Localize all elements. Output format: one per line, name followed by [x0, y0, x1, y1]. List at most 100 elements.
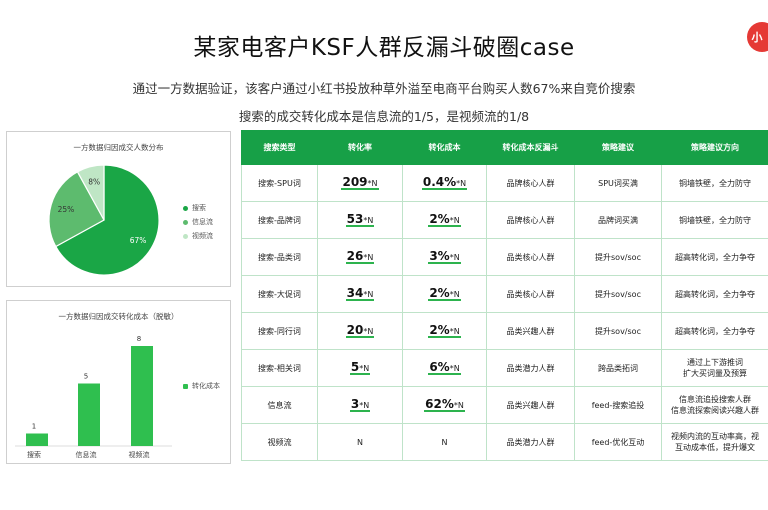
strategy-table: 搜索类型 转化率 转化成本 转化成本反漏斗 策略建议 策略建议方向 搜索-SPU… [241, 130, 768, 461]
cell-conversion-rate: 209*N [317, 164, 403, 202]
cell-text-line: 扩大买词量及预算 [683, 369, 747, 378]
cell-conversion-cost: N [402, 423, 487, 461]
cell-search-type: 搜索-同行词 [241, 312, 318, 350]
subtitle-line-2: 搜索的成交转化成本是信息流的1/5，是视频流的1/8 [238, 109, 530, 124]
cell-conversion-cost-unit: *N [449, 290, 460, 299]
cell-conversion-rate: 26*N [317, 238, 403, 276]
table-row: 搜索-SPU词 209*N 0.4%*N 品牌核心人群 SPU词买满 铜墙铁壁，全力防守 [241, 164, 768, 202]
cell-conversion-cost-value: 6% [429, 360, 450, 374]
cell-strategy-direction: 视频内流的互动率高，视 互动成本低，提升爆文 [661, 423, 768, 461]
cell-strategy-direction: 铜墙铁壁，全力防守 [661, 164, 768, 202]
cell-conversion-cost-value: 0.4% [422, 175, 457, 189]
cell-cost-funnel: 品牌核心人群 [486, 201, 575, 239]
cell-text-line: 视频内流的互动率高，视 [671, 432, 759, 441]
pie-chart-panel: 一方数据归因成交人数分布 67% 25% 8% 搜索 信息流 视频流 [6, 131, 231, 287]
pie-legend-label: 信息流 [192, 218, 213, 226]
table-row: 搜索-品类词 26*N 3%*N 品类核心人群 提升sov/soc 超高转化词，全力争夺 [241, 238, 768, 276]
logo-badge: 小 [747, 22, 768, 52]
cell-conversion-rate-unit: *N [359, 364, 370, 373]
cell-cost-funnel: 品类潜力人群 [486, 423, 575, 461]
cell-conversion-cost-unit: *N [453, 401, 464, 410]
cell-conversion-cost: 2%*N [402, 201, 487, 239]
pie-slice-label: 25% [58, 205, 75, 214]
cell-strategy: feed-搜索追投 [574, 386, 662, 424]
cell-strategy: 提升sov/soc [574, 275, 662, 313]
bar-legend-label: 转化成本 [192, 382, 220, 390]
table-row: 视频流 N N 品类潜力人群 feed-优化互动 视频内流的互动率高，视 互动成本低，提升爆… [241, 423, 768, 461]
cell-conversion-cost: 0.4%*N [402, 164, 487, 202]
cell-text-line: 信息流探索阅读兴趣人群 [671, 406, 759, 415]
bar-chart: 1 搜索 5 信息流 8 视频流 [15, 335, 172, 459]
bar-legend: 转化成本 [183, 381, 220, 395]
cell-conversion-rate-unit: *N [363, 216, 374, 225]
cell-search-type: 视频流 [241, 423, 318, 461]
table-header-cell: 策略建议方向 [661, 130, 768, 165]
cell-search-type: 搜索-品类词 [241, 238, 318, 276]
cell-conversion-cost-value: 3% [429, 249, 450, 263]
table-row: 信息流 3*N 62%*N 品类兴趣人群 feed-搜索追投 信息流追投搜索人群 信息流探索… [241, 386, 768, 424]
cell-conversion-cost-unit: *N [449, 327, 460, 336]
page-title: 某家电客户KSF人群反漏斗破圈case [193, 35, 575, 61]
cell-search-type: 搜索-品牌词 [241, 201, 318, 239]
bar-value-label: 5 [84, 373, 88, 381]
cell-conversion-cost: 2%*N [402, 312, 487, 350]
cell-conversion-cost-value: 2% [429, 212, 450, 226]
cell-conversion-rate-unit: *N [363, 290, 374, 299]
cell-strategy: 提升sov/soc [574, 238, 662, 276]
cell-strategy: 提升sov/soc [574, 312, 662, 350]
cell-strategy: feed-优化互动 [574, 423, 662, 461]
table-header-cell: 转化成本 [402, 130, 487, 165]
table-header-cell: 策略建议 [574, 130, 662, 165]
pie-legend-label: 搜索 [192, 204, 206, 212]
pie-legend-item: 搜索 [183, 203, 213, 213]
cell-conversion-cost-unit: *N [449, 216, 460, 225]
cell-conversion-cost-unit: *N [449, 364, 460, 373]
table-row: 搜索-品牌词 53*N 2%*N 品牌核心人群 品牌词买满 铜墙铁壁，全力防守 [241, 201, 768, 239]
pie-slice [76, 164, 105, 221]
cell-strategy-direction: 铜墙铁壁，全力防守 [661, 201, 768, 239]
cell-conversion-cost: 6%*N [402, 349, 487, 387]
cell-conversion-rate: 20*N [317, 312, 403, 350]
cell-conversion-rate: 5*N [317, 349, 403, 387]
bar-category-label: 视频流 [129, 450, 150, 459]
subtitle-line-1: 通过一方数据验证，该客户通过小红书投放种草外溢至电商平台购买人数67%来自竞价搜… [132, 81, 636, 96]
cell-conversion-cost: 2%*N [402, 275, 487, 313]
cell-cost-funnel: 品类核心人群 [486, 275, 575, 313]
bar [131, 346, 153, 446]
table-row: 搜索-大促词 34*N 2%*N 品类核心人群 提升sov/soc 超高转化词，全力争夺 [241, 275, 768, 313]
bar-category-label: 搜索 [27, 450, 41, 459]
cell-text-line: 互动成本低，提升爆文 [675, 443, 755, 452]
pie-slice [54, 164, 160, 276]
cell-conversion-rate-value: 209 [342, 175, 368, 189]
cell-conversion-rate-value: 5 [350, 360, 360, 374]
cell-conversion-cost-unit: *N [449, 253, 460, 262]
cell-conversion-cost-unit: *N [456, 179, 467, 188]
cell-conversion-rate-unit: *N [363, 253, 374, 262]
cell-cost-funnel: 品类潜力人群 [486, 349, 575, 387]
bar [78, 383, 100, 446]
cell-strategy-direction: 超高转化词，全力争夺 [661, 312, 768, 350]
pie-legend: 搜索 信息流 视频流 [183, 203, 213, 245]
cell-conversion-cost-value: 2% [429, 286, 450, 300]
table-header-cell: 搜索类型 [241, 130, 318, 165]
cell-cost-funnel: 品类兴趣人群 [486, 386, 575, 424]
cell-conversion-rate: 34*N [317, 275, 403, 313]
legend-swatch [183, 233, 188, 239]
pie-chart-title: 一方数据归因成交人数分布 [73, 143, 164, 152]
pie-slice-label: 8% [88, 178, 100, 187]
cell-conversion-rate-value: 26 [346, 249, 364, 263]
cell-search-type: 搜索-相关词 [241, 349, 318, 387]
bar-value-label: 1 [32, 423, 36, 431]
table-row: 搜索-相关词 5*N 6%*N 品类潜力人群 跨品类拓词 通过上下游推词 扩大买词量及预算 [241, 349, 768, 387]
cell-conversion-cost-value: 62% [425, 397, 454, 411]
cell-conversion-cost-unit: N [441, 437, 448, 447]
cell-cost-funnel: 品类兴趣人群 [486, 312, 575, 350]
pie-slice-label: 67% [130, 236, 147, 245]
cell-strategy: 跨品类拓词 [574, 349, 662, 387]
legend-swatch [183, 219, 188, 225]
cell-search-type: 搜索-大促词 [241, 275, 318, 313]
pie-legend-item: 信息流 [183, 217, 213, 227]
cell-conversion-rate: N [317, 423, 403, 461]
cell-conversion-rate-unit: *N [359, 401, 370, 410]
cell-conversion-rate-unit: *N [363, 327, 374, 336]
